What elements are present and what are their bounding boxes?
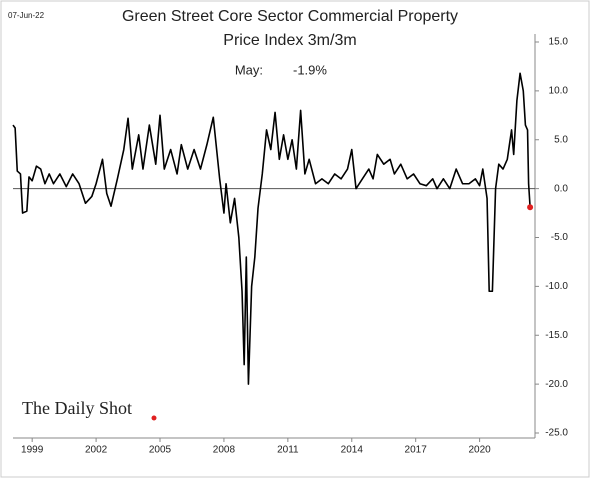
last-point [527,204,534,211]
y-tick-label: -15.0 [545,330,568,341]
x-tick-label: 2014 [341,445,364,456]
y-tick-label: 15.0 [549,37,569,48]
y-tick-label: -10.0 [545,281,568,292]
x-tick-label: 2020 [468,445,491,456]
x-tick-label: 1999 [21,445,44,456]
chart-title: Green Street Core Sector Commercial Prop… [122,8,458,25]
x-tick-label: 2017 [405,445,428,456]
x-tick-label: 2002 [85,445,108,456]
y-tick-label: 10.0 [549,86,569,97]
y-tick-label: -5.0 [551,232,569,243]
source-logo: The Daily Shot [22,398,132,418]
chart-subtitle: Price Index 3m/3m [223,32,356,49]
y-tick-label: 5.0 [554,134,568,145]
series-line [12,72,531,385]
x-tick-label: 2011 [277,445,299,456]
y-tick-label: -20.0 [545,379,568,390]
logo-dot [151,415,157,421]
annotation-label: May: [235,62,263,77]
date: 07-Jun-22 [8,11,45,20]
y-tick-label: 0.0 [554,183,568,194]
y-tick-label: -25.0 [545,428,568,439]
x-tick-label: 2005 [149,445,172,456]
x-tick-label: 2008 [213,445,236,456]
annotation-text: -1.9% [293,62,327,77]
